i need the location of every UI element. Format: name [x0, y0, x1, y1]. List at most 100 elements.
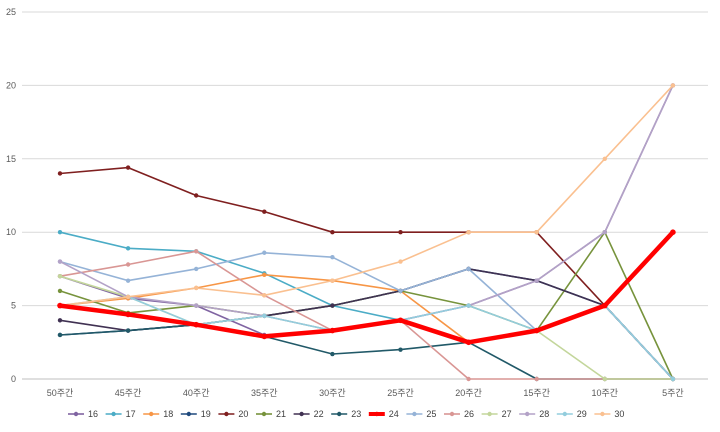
legend-item-23: 23 — [331, 409, 361, 419]
data-point — [262, 272, 267, 277]
legend-item-29: 29 — [556, 409, 587, 419]
legend-swatch-marker — [487, 411, 492, 417]
y-tick-label: 25 — [6, 7, 16, 17]
data-point — [194, 249, 199, 254]
data-point — [125, 262, 131, 267]
legend-label: 25 — [426, 409, 436, 419]
data-point — [466, 303, 471, 308]
data-point — [125, 311, 131, 318]
legend-label: 18 — [163, 409, 173, 419]
data-point — [57, 288, 63, 294]
data-point — [194, 266, 199, 272]
y-tick-label: 15 — [6, 154, 16, 164]
data-point — [125, 328, 131, 333]
legend-item-30: 30 — [594, 409, 624, 419]
data-point — [330, 278, 335, 283]
data-point — [398, 288, 403, 294]
legend-swatch-marker — [111, 411, 116, 417]
legend: 16 17 18 19 20 21 22 23 24 25 26 27 28 29 30 — [68, 409, 624, 419]
legend-swatch-marker — [337, 411, 342, 417]
data-point — [466, 376, 471, 382]
legend-swatch-marker — [186, 411, 191, 417]
data-point — [533, 327, 540, 334]
legend-item-16: 16 — [68, 409, 98, 419]
legend-swatch-marker — [449, 411, 455, 417]
data-point — [57, 318, 63, 323]
series-line-23 — [59, 323, 674, 380]
data-point — [261, 333, 268, 340]
legend-item-19: 19 — [180, 409, 211, 419]
axis-layer: 0 5 10 15 20 25 50주간 45주간 40주간 35주간 30주간 25주간 20주간 15… — [6, 7, 684, 398]
series-line-24 — [57, 229, 676, 345]
data-point — [125, 294, 131, 299]
legend-item-28: 28 — [519, 409, 549, 419]
y-tick-label: 20 — [6, 80, 16, 90]
series-line-29 — [59, 295, 674, 380]
x-tick-label: 35주간 — [251, 388, 278, 398]
legend-swatch-marker — [412, 411, 417, 417]
series-24 — [57, 229, 676, 346]
data-point — [330, 351, 335, 357]
legend-label: 24 — [389, 409, 399, 419]
data-point — [466, 230, 471, 235]
data-point — [602, 156, 607, 161]
data-point — [125, 246, 131, 251]
data-point — [602, 302, 608, 309]
data-point — [262, 313, 267, 319]
legend-item-21: 21 — [256, 409, 286, 419]
legend-item-26: 26 — [444, 409, 474, 419]
data-point — [194, 193, 199, 198]
data-point — [57, 274, 63, 279]
data-point — [262, 293, 267, 298]
legend-item-17: 17 — [105, 409, 136, 419]
series-30 — [57, 83, 676, 308]
legend-label: 26 — [464, 409, 474, 419]
data-point — [57, 332, 63, 338]
legend-label: 21 — [276, 409, 286, 419]
legend-label: 30 — [614, 409, 624, 419]
data-point — [262, 209, 267, 214]
legend-swatch-marker — [600, 411, 605, 417]
legend-label: 20 — [238, 409, 248, 419]
legend-swatch-marker — [525, 411, 530, 417]
legend-swatch-marker — [374, 411, 379, 417]
data-point — [534, 230, 539, 235]
data-point — [125, 278, 131, 283]
data-point — [330, 303, 335, 308]
data-point — [534, 278, 539, 283]
legend-item-22: 22 — [293, 409, 324, 419]
data-point — [398, 347, 403, 352]
data-point — [193, 321, 199, 328]
legend-label: 23 — [351, 409, 361, 419]
data-point — [329, 327, 336, 334]
x-tick-label: 45주간 — [115, 388, 142, 398]
series-23 — [57, 322, 676, 382]
data-point — [670, 83, 676, 88]
x-tick-label: 20주간 — [455, 388, 482, 398]
series-29 — [57, 294, 676, 382]
x-tick-label: 10주간 — [592, 388, 619, 398]
data-point — [262, 250, 267, 255]
data-point — [465, 339, 472, 346]
data-point — [194, 303, 199, 308]
legend-swatch-marker — [149, 411, 154, 417]
x-tick-label: 5주간 — [662, 388, 684, 398]
data-point — [466, 266, 471, 272]
legend-label: 16 — [88, 409, 98, 419]
legend-label: 22 — [314, 409, 324, 419]
data-point — [57, 259, 63, 264]
data-point — [330, 254, 335, 260]
legend-item-18: 18 — [143, 409, 173, 419]
legend-label: 28 — [539, 409, 549, 419]
data-point — [330, 230, 335, 235]
data-point — [670, 229, 676, 235]
legend-label: 19 — [201, 409, 211, 419]
legend-label: 29 — [577, 409, 587, 419]
legend-item-20: 20 — [218, 409, 248, 419]
legend-item-27: 27 — [481, 409, 512, 419]
data-point — [397, 317, 404, 324]
data-point — [194, 285, 199, 291]
series-layer — [57, 83, 676, 382]
legend-swatch-marker — [562, 411, 567, 417]
